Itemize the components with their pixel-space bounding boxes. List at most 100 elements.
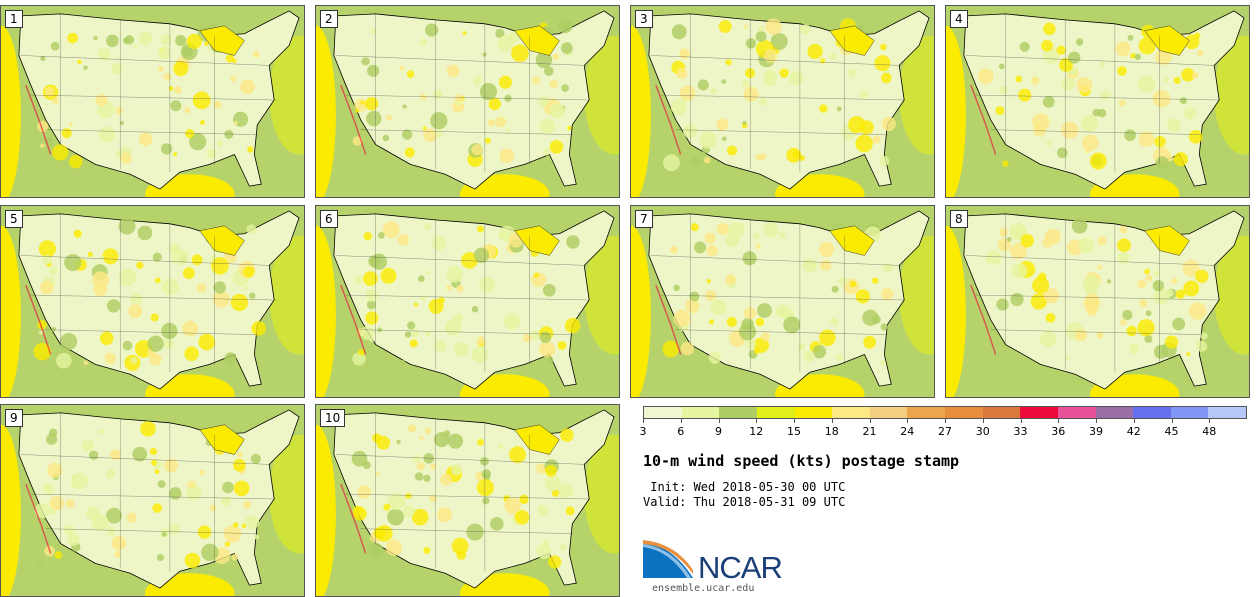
wind-speed-patch — [858, 24, 865, 31]
wind-speed-patch — [559, 543, 567, 551]
wind-speed-patch — [503, 313, 521, 330]
wind-speed-patch — [132, 44, 138, 50]
wind-speed-patch — [479, 83, 498, 101]
wind-speed-patch — [779, 68, 789, 78]
wind-speed-patch — [697, 79, 709, 91]
wind-speed-patch — [539, 118, 556, 134]
wind-speed-patch — [786, 147, 802, 163]
wind-speed-patch — [1061, 121, 1079, 139]
wind-speed-patch — [1154, 136, 1166, 148]
wind-speed-patch — [716, 118, 729, 131]
wind-speed-patch — [1061, 76, 1075, 91]
chart-title: 10-m wind speed (kts) postage stamp — [643, 452, 960, 470]
ocean-high-wind-area — [316, 225, 336, 397]
wind-speed-patch — [721, 136, 727, 142]
state-borders — [650, 13, 905, 173]
wind-speed-patch — [1117, 251, 1130, 264]
colorbar-segment — [1057, 407, 1096, 418]
wind-speed-patch — [509, 446, 526, 464]
wind-speed-patch — [838, 276, 848, 286]
great-lakes — [1144, 225, 1190, 256]
member-number: 3 — [635, 10, 653, 28]
tick-label: 27 — [938, 425, 952, 438]
colorbar-segment — [756, 407, 795, 418]
wind-speed-patch — [120, 152, 132, 165]
wind-speed-patch — [484, 137, 491, 144]
wind-speed-patch — [1045, 312, 1056, 323]
wind-speed-patch — [1186, 352, 1191, 357]
wind-speed-patch — [1144, 268, 1150, 275]
wind-speed-patch — [56, 352, 72, 369]
wind-speed-patch — [411, 508, 429, 526]
ocean-high-wind-area — [316, 424, 336, 596]
wind-speed-patch — [115, 106, 123, 115]
wind-speed-patch — [1089, 152, 1107, 170]
wind-speed-patch — [1030, 76, 1040, 85]
wind-speed-patch — [557, 341, 567, 350]
colorbar-segment — [945, 407, 983, 418]
wind-speed-patch — [776, 308, 784, 316]
wind-speed-patch — [200, 120, 205, 125]
wind-speed-patch — [1009, 222, 1027, 240]
wind-speed-patch — [878, 155, 890, 167]
great-lakes — [1144, 25, 1190, 56]
wind-speed-patch — [726, 145, 738, 156]
wind-speed-patch — [1041, 39, 1053, 52]
tick-mark — [1209, 419, 1211, 423]
wind-speed-patch — [163, 338, 175, 350]
wind-speed-patch — [1059, 58, 1073, 72]
wind-speed-patch — [537, 504, 549, 516]
wind-speed-patch — [1165, 289, 1174, 298]
wind-speed-patch — [450, 464, 463, 476]
colorbar-segment — [719, 407, 757, 418]
wind-speed-patch — [97, 47, 111, 61]
wind-speed-patch — [118, 217, 136, 235]
wind-speed-patch — [40, 143, 45, 148]
wind-speed-patch — [1081, 114, 1099, 132]
wind-speed-patch — [213, 281, 226, 294]
wind-speed-patch — [52, 144, 69, 161]
member-panel: 6 — [315, 205, 620, 398]
wind-speed-patch — [1183, 280, 1200, 297]
wind-speed-patch — [246, 224, 257, 235]
wind-speed-patch — [800, 24, 812, 36]
wind-speed-patch — [375, 471, 380, 476]
wind-speed-patch — [414, 472, 424, 481]
member-number: 8 — [950, 210, 968, 228]
wind-speed-patch — [34, 502, 51, 519]
wind-speed-patch — [419, 435, 424, 440]
wind-speed-patch — [186, 33, 202, 49]
wind-speed-patch — [191, 254, 203, 266]
wind-speed-patch — [1097, 236, 1107, 246]
wind-speed-patch — [552, 53, 560, 61]
wind-speed-patch — [1191, 72, 1199, 79]
member-number: 4 — [950, 10, 968, 28]
wind-speed-patch — [115, 150, 123, 158]
wind-speed-patch — [1043, 288, 1059, 304]
wind-speed-patch — [788, 70, 804, 86]
wind-speed-patch — [83, 360, 89, 366]
wind-speed-patch — [230, 75, 237, 82]
wind-speed-patch — [95, 94, 108, 107]
wind-speed-patch — [157, 66, 164, 73]
wind-speed-patch — [230, 293, 249, 312]
wind-speed-patch — [373, 526, 386, 540]
wind-speed-patch — [1195, 269, 1209, 283]
wind-speed-map — [316, 206, 619, 397]
init-time: Init: Wed 2018-05-30 00 UTC — [643, 480, 846, 494]
wind-speed-patch — [872, 135, 881, 144]
member-panel: 8 — [945, 205, 1250, 398]
wind-speed-patch — [216, 140, 223, 147]
wind-speed-patch — [1139, 299, 1148, 308]
wind-speed-patch — [1175, 289, 1186, 299]
wind-speed-patch — [1138, 37, 1156, 55]
wind-speed-patch — [1042, 237, 1053, 248]
wind-speed-patch — [1155, 48, 1172, 65]
wind-speed-patch — [418, 275, 425, 283]
wind-speed-patch — [820, 58, 826, 64]
wind-speed-patch — [1068, 51, 1081, 64]
wind-speed-patch — [173, 152, 178, 157]
wind-speed-patch — [365, 97, 379, 111]
wind-speed-patch — [241, 523, 247, 529]
wind-speed-patch — [386, 114, 393, 121]
